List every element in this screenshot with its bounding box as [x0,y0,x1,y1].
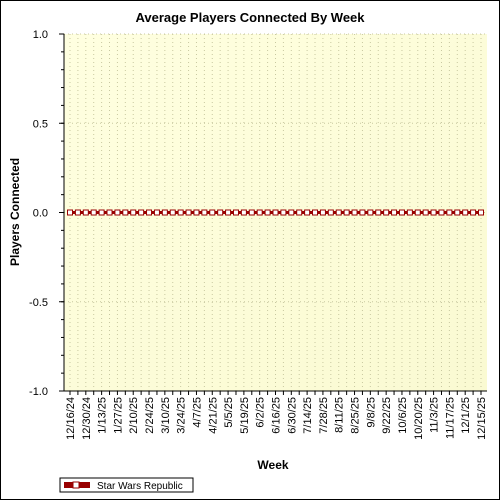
x-tick-label: 4/7/25 [191,397,203,428]
data-point [185,209,192,216]
data-point [74,209,81,216]
data-point [406,209,413,216]
data-point [106,209,113,216]
y-tick-label: 0.5 [33,118,48,130]
x-tick-label: 3/24/25 [176,397,188,434]
data-point [359,209,366,216]
data-point [146,209,153,216]
x-axis-ticks: 12/16/24 12/30/24 1/13/25 1/27/25 2/10/25 2/2… [65,391,488,440]
data-point [209,209,216,216]
legend-marker [72,481,80,489]
x-tick-label: 6/30/25 [286,397,298,434]
x-tick-label: 2/10/25 [128,397,140,434]
data-point [478,209,484,216]
data-point [280,209,287,216]
data-point [153,209,160,216]
data-point [169,209,176,216]
data-point [375,209,382,216]
data-point [256,209,263,216]
x-tick-label: 9/8/25 [365,397,377,428]
data-point [414,209,421,216]
y-tick-label: 0.0 [33,208,48,220]
x-tick-label: 7/14/25 [302,397,314,434]
x-tick-label: 10/20/25 [413,397,425,440]
data-point [312,209,319,216]
data-point [90,209,97,216]
x-tick-label: 9/22/25 [381,397,393,434]
y-axis-ticks: 1.0 0.5 0.0 -0.5 -1.0 [29,29,64,398]
data-point [351,209,358,216]
data-point [122,209,129,216]
data-point [335,209,342,216]
data-point [296,209,303,216]
x-tick-label: 8/25/25 [350,397,362,434]
data-point [319,209,326,216]
data-point [240,209,247,216]
data-point [367,209,374,216]
data-point [430,209,437,216]
x-tick-label: 7/28/25 [318,397,330,434]
data-point [462,209,469,216]
data-point [217,209,224,216]
x-tick-label: 6/2/25 [255,397,267,428]
data-point [272,209,279,216]
data-point [304,209,311,216]
x-tick-label: 1/27/25 [112,397,124,434]
data-point [232,209,239,216]
y-axis-title: Players Connected [8,158,22,266]
x-tick-label: 3/10/25 [160,397,172,434]
x-tick-label: 12/30/24 [81,397,93,440]
y-tick-label: 1.0 [33,29,48,41]
x-tick-label: 12/16/24 [65,397,77,440]
x-axis-title: Week [257,458,288,472]
x-tick-label: 10/6/25 [397,397,409,434]
data-point [225,209,232,216]
data-point [398,209,405,216]
data-point [161,209,168,216]
x-tick-label: 5/19/25 [239,397,251,434]
x-tick-label: 2/24/25 [144,397,156,434]
data-point [138,209,145,216]
x-tick-label: 12/1/25 [460,397,472,434]
data-point [98,209,105,216]
series-group [67,209,484,216]
x-tick-label: 6/16/25 [271,397,283,434]
data-point [438,209,445,216]
data-point [82,209,89,216]
data-point [201,209,208,216]
data-point [383,209,390,216]
data-point [67,209,73,216]
data-point [470,209,477,216]
legend: Star Wars Republic [59,477,194,493]
y-tick-label: -1.0 [29,386,48,398]
data-point [327,209,334,216]
x-tick-label: 12/15/25 [476,397,488,440]
data-point [391,209,398,216]
data-point [264,209,271,216]
data-point [454,209,461,216]
data-point [177,209,184,216]
y-tick-label: -0.5 [29,297,48,309]
x-tick-label: 8/11/25 [334,397,346,433]
x-tick-label: 11/17/25 [444,397,456,439]
x-tick-label: 1/13/25 [97,397,109,434]
x-tick-label: 5/5/25 [223,397,235,428]
data-point [343,209,350,216]
chart-title: Average Players Connected By Week [135,10,365,25]
data-point [130,209,137,216]
legend-box [59,477,194,493]
data-point [114,209,121,216]
data-point [193,209,200,216]
data-point [446,209,453,216]
x-tick-label: 11/3/25 [429,397,441,433]
data-point [248,209,255,216]
data-point [422,209,429,216]
x-tick-label: 4/21/25 [207,397,219,434]
legend-label: Star Wars Republic [97,481,183,492]
data-point [288,209,295,216]
